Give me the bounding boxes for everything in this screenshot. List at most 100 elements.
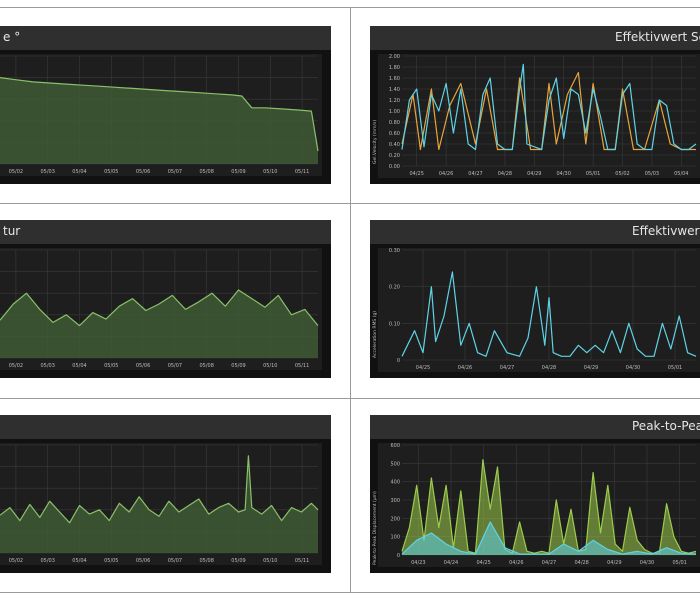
series-line-0 bbox=[401, 271, 697, 357]
series-line-1 bbox=[401, 521, 697, 555]
x-tick-label: 04/27 bbox=[542, 560, 556, 566]
x-tick-label: 05/01 bbox=[672, 560, 686, 566]
x-tick-label: 04/25 bbox=[409, 171, 423, 177]
y-tick-label: 0.30 bbox=[389, 248, 400, 254]
x-tick-label: 05/06 bbox=[136, 169, 150, 175]
chart-panel-right-middle: Effektivwert B 04/25 04/26 04/27 04/28 04/29… bbox=[370, 220, 700, 378]
x-tick-label: 04/29 bbox=[527, 171, 541, 177]
x-tick-label: 04/26 bbox=[439, 171, 453, 177]
y-tick-label: 0.00 bbox=[389, 164, 400, 170]
x-tick-label: 04/27 bbox=[468, 171, 482, 177]
x-tick-label: 05/07 bbox=[168, 558, 182, 564]
plot-area: 05/02 05/03 05/04 05/05 05/06 05/07 05/08 05/09… bbox=[0, 248, 322, 370]
y-tick-label: 0 bbox=[397, 358, 400, 364]
y-tick-label: 1.60 bbox=[389, 76, 400, 82]
y-tick-label: 0.10 bbox=[389, 321, 400, 327]
x-tick-label: 04/30 bbox=[626, 365, 640, 371]
x-tick-label: 04/28 bbox=[498, 171, 512, 177]
y-tick-label: 300 bbox=[390, 498, 400, 504]
x-tick-label: 05/11 bbox=[295, 363, 309, 369]
series-area bbox=[0, 77, 318, 164]
x-tick-label: 05/02 bbox=[9, 169, 23, 175]
chart-panel-left-top: e ° 05/02 05/03 05/04 05/05 05/06 05/07 05/08 0… bbox=[0, 26, 331, 184]
y-tick-label: 600 bbox=[390, 443, 400, 449]
x-tick-label: 04/29 bbox=[584, 365, 598, 371]
chart-title-bar: Peak-to-Pea bbox=[370, 415, 700, 439]
series-area bbox=[0, 290, 318, 358]
x-tick-label: 05/07 bbox=[168, 363, 182, 369]
y-tick-label: 0.20 bbox=[389, 285, 400, 291]
series-line-1 bbox=[401, 63, 697, 151]
y-axis-label: Acceleration RMS (g) bbox=[373, 310, 378, 358]
chart-panel-left-middle: tur 05/02 05/03 05/04 05/05 05/06 05/07 05/08 0… bbox=[0, 220, 331, 378]
y-tick-label: 400 bbox=[390, 480, 400, 486]
x-tick-label: 05/04 bbox=[72, 558, 86, 564]
y-tick-label: 1.20 bbox=[389, 98, 400, 104]
x-tick-label: 05/08 bbox=[199, 169, 213, 175]
x-tick-label: 05/01 bbox=[668, 365, 682, 371]
y-tick-label: 2.00 bbox=[389, 54, 400, 60]
x-tick-label: 05/08 bbox=[199, 363, 213, 369]
series-line-0 bbox=[0, 77, 319, 152]
y-tick-label: 1.80 bbox=[389, 65, 400, 71]
series-line-0 bbox=[0, 455, 319, 524]
chart-panel-left-bottom: 05/02 05/03 05/04 05/05 05/06 05/07 05/08 05/09… bbox=[0, 415, 331, 573]
x-tick-label: 05/04 bbox=[72, 363, 86, 369]
chart-svg-left-top: 05/02 05/03 05/04 05/05 05/06 05/07 05/08 05/09… bbox=[0, 55, 319, 175]
table-divider-row-2 bbox=[0, 398, 700, 399]
x-tick-label: 05/03 bbox=[40, 558, 54, 564]
x-tick-label: 05/01 bbox=[586, 171, 600, 177]
chart-svg-right-top: 04/25 04/26 04/27 04/28 04/29 04/30 05/01 05/02… bbox=[389, 54, 697, 177]
chart-svg-left-middle: 05/02 05/03 05/04 05/05 05/06 05/07 05/08 05/09… bbox=[0, 249, 319, 369]
series-line-0 bbox=[401, 71, 696, 151]
chart-svg-right-bottom: 04/23 04/24 04/25 04/26 04/27 04/28 04/29 04/30… bbox=[390, 443, 697, 566]
y-tick-label: 0.20 bbox=[389, 153, 400, 159]
y-tick-label: 500 bbox=[390, 461, 400, 467]
table-divider-row-1 bbox=[0, 203, 700, 204]
y-tick-label: 1.00 bbox=[389, 109, 400, 115]
x-tick-label: 04/26 bbox=[458, 365, 472, 371]
chart-title: Effektivwert Schw bbox=[615, 30, 700, 44]
x-tick-label: 05/03 bbox=[40, 363, 54, 369]
x-tick-label: 04/29 bbox=[607, 560, 621, 566]
x-tick-label: 05/05 bbox=[104, 169, 118, 175]
x-tick-label: 05/06 bbox=[136, 558, 150, 564]
x-tick-label: 05/04 bbox=[674, 171, 688, 177]
x-tick-label: 05/11 bbox=[295, 169, 309, 175]
chart-title-bar: e ° bbox=[0, 26, 331, 50]
chart-title: Peak-to-Pea bbox=[632, 419, 700, 433]
chart-title: tur bbox=[3, 224, 21, 238]
x-tick-label: 04/25 bbox=[476, 560, 490, 566]
y-tick-label: 200 bbox=[390, 516, 400, 522]
y-tick-label: 0.80 bbox=[389, 120, 400, 126]
x-tick-label: 05/02 bbox=[615, 171, 629, 177]
x-tick-label: 05/03 bbox=[645, 171, 659, 177]
chart-title-bar: tur bbox=[0, 220, 331, 244]
chart-title-bar bbox=[0, 415, 331, 439]
x-tick-label: 04/23 bbox=[411, 560, 425, 566]
plot-area: 04/23 04/24 04/25 04/26 04/27 04/28 04/29 04/30… bbox=[378, 443, 700, 567]
y-axis-label: Peak-to-Peak Displacement (µm) bbox=[373, 491, 378, 565]
x-tick-label: 05/09 bbox=[231, 363, 245, 369]
plot-area: 05/02 05/03 05/04 05/05 05/06 05/07 05/08 05/09… bbox=[0, 54, 322, 176]
table-divider-vertical bbox=[350, 7, 351, 593]
chart-svg-right-middle: 04/25 04/26 04/27 04/28 04/29 04/30 05/01 0 0.10… bbox=[389, 248, 697, 371]
x-tick-label: 04/24 bbox=[444, 560, 458, 566]
chart-svg-left-bottom: 05/02 05/03 05/04 05/05 05/06 05/07 05/08 05/09… bbox=[0, 444, 319, 564]
x-tick-label: 05/05 bbox=[104, 363, 118, 369]
x-tick-label: 04/25 bbox=[416, 365, 430, 371]
y-tick-label: 0.60 bbox=[389, 131, 400, 137]
chart-title: e ° bbox=[3, 30, 21, 44]
x-tick-label: 04/27 bbox=[500, 365, 514, 371]
chart-title-bar: Effektivwert B bbox=[370, 220, 700, 244]
x-tick-label: 05/02 bbox=[9, 558, 23, 564]
x-tick-label: 04/26 bbox=[509, 560, 523, 566]
x-tick-label: 05/10 bbox=[263, 169, 277, 175]
y-tick-label: 0.40 bbox=[389, 142, 400, 148]
chart-title-bar: Effektivwert Schw bbox=[370, 26, 700, 50]
chart-title: Effektivwert B bbox=[632, 224, 700, 238]
x-tick-label: 05/04 bbox=[72, 169, 86, 175]
series-area bbox=[0, 455, 318, 553]
x-tick-label: 05/06 bbox=[136, 363, 150, 369]
x-tick-label: 05/02 bbox=[9, 363, 23, 369]
